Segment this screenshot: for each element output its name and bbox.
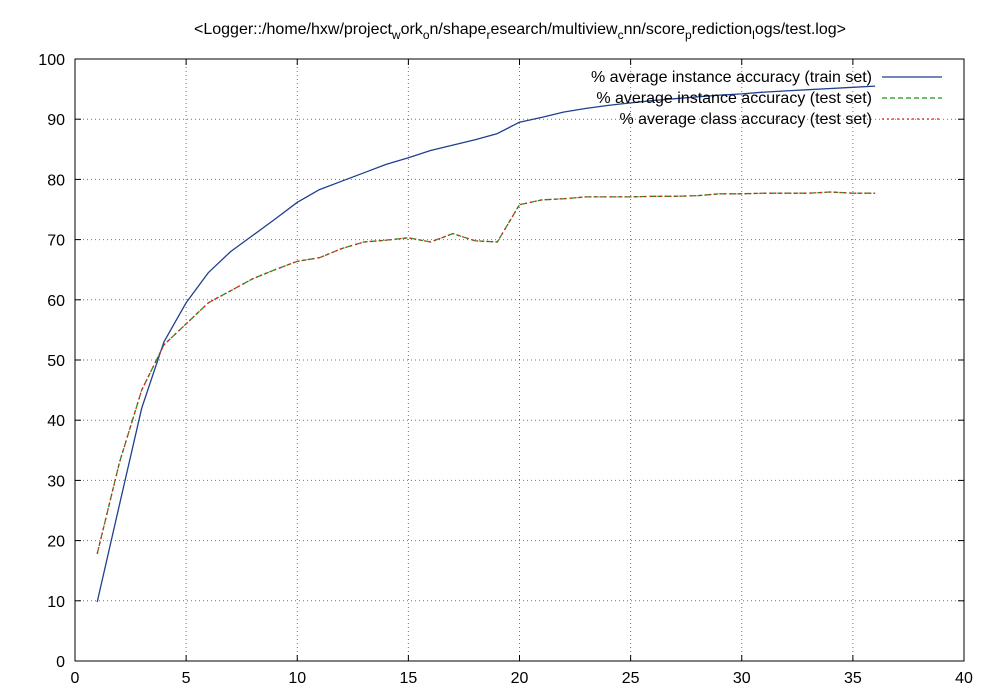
series-lines (96, 85, 876, 603)
chart-title: <Logger::/home/hxw/projectworkon/shapere… (194, 21, 846, 42)
series-line-1 (96, 85, 876, 603)
y-tick-label: 20 (47, 534, 65, 551)
y-tick-label: 50 (47, 353, 65, 370)
title-part: ork (401, 21, 424, 38)
title-part: nn/score (624, 21, 685, 38)
title-part: rediction (692, 21, 752, 38)
legend: % average instance accuracy (train set)%… (591, 69, 942, 128)
series-line-3 (96, 191, 876, 554)
title-part: ogs/test.log> (755, 21, 846, 38)
title-part: esearch/multiview (490, 21, 618, 38)
x-tick-label: 0 (71, 670, 80, 687)
legend-label: % average instance accuracy (test set) (596, 90, 872, 107)
y-tick-label: 0 (56, 654, 65, 671)
title-part: <Logger::/home/hxw/project (194, 21, 392, 38)
y-tick-label: 30 (47, 473, 65, 490)
title-part: w (391, 28, 401, 42)
series-line-2 (96, 191, 876, 554)
x-tick-label: 40 (955, 670, 973, 687)
x-tick-label: 15 (399, 670, 417, 687)
y-tick-label: 60 (47, 293, 65, 310)
x-tick-label: 5 (182, 670, 191, 687)
title-part: l (752, 28, 755, 42)
title-part: c (618, 28, 624, 42)
x-tick-label: 25 (622, 670, 640, 687)
title-part: n/shape (430, 21, 487, 38)
y-tick-label: 80 (47, 172, 65, 189)
title-part: p (685, 28, 692, 42)
grid-lines (75, 59, 964, 661)
axis-ticks: 0 5 10 15 20 25 30 35 40 0 10 20 30 40 50 60 70 80 90 100 (38, 52, 973, 687)
y-tick-label: 70 (47, 233, 65, 250)
x-tick-label: 35 (844, 670, 862, 687)
legend-label: % average class accuracy (test set) (619, 111, 872, 128)
title-part: o (423, 28, 430, 42)
y-tick-label: 10 (47, 594, 65, 611)
plot-frame (74, 58, 965, 662)
x-tick-label: 30 (733, 670, 751, 687)
x-tick-label: 10 (288, 670, 306, 687)
y-tick-label: 90 (47, 112, 65, 129)
title-part: r (486, 28, 490, 42)
y-tick-label: 100 (38, 52, 65, 69)
legend-label: % average instance accuracy (train set) (591, 69, 872, 86)
x-tick-label: 20 (511, 670, 529, 687)
y-tick-label: 40 (47, 413, 65, 430)
